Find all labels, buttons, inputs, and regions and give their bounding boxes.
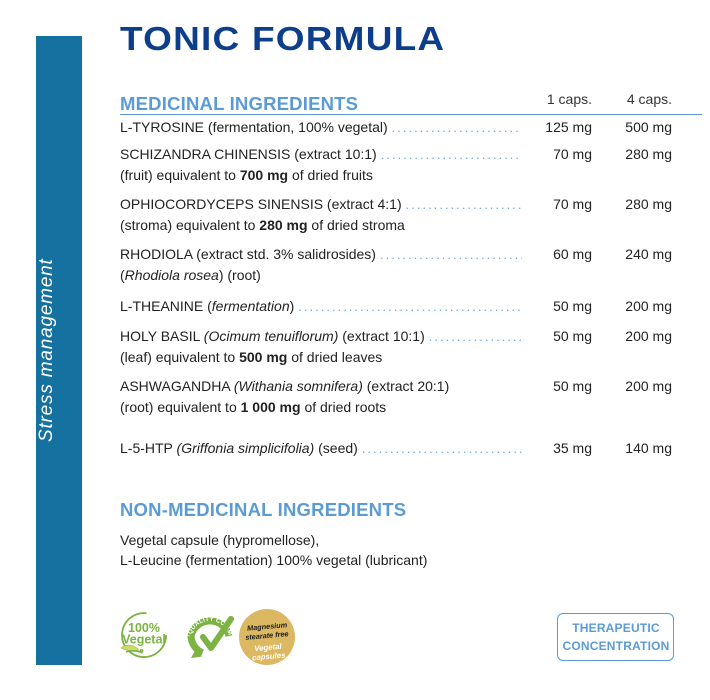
svg-text:Vegetal: Vegetal: [122, 633, 166, 647]
